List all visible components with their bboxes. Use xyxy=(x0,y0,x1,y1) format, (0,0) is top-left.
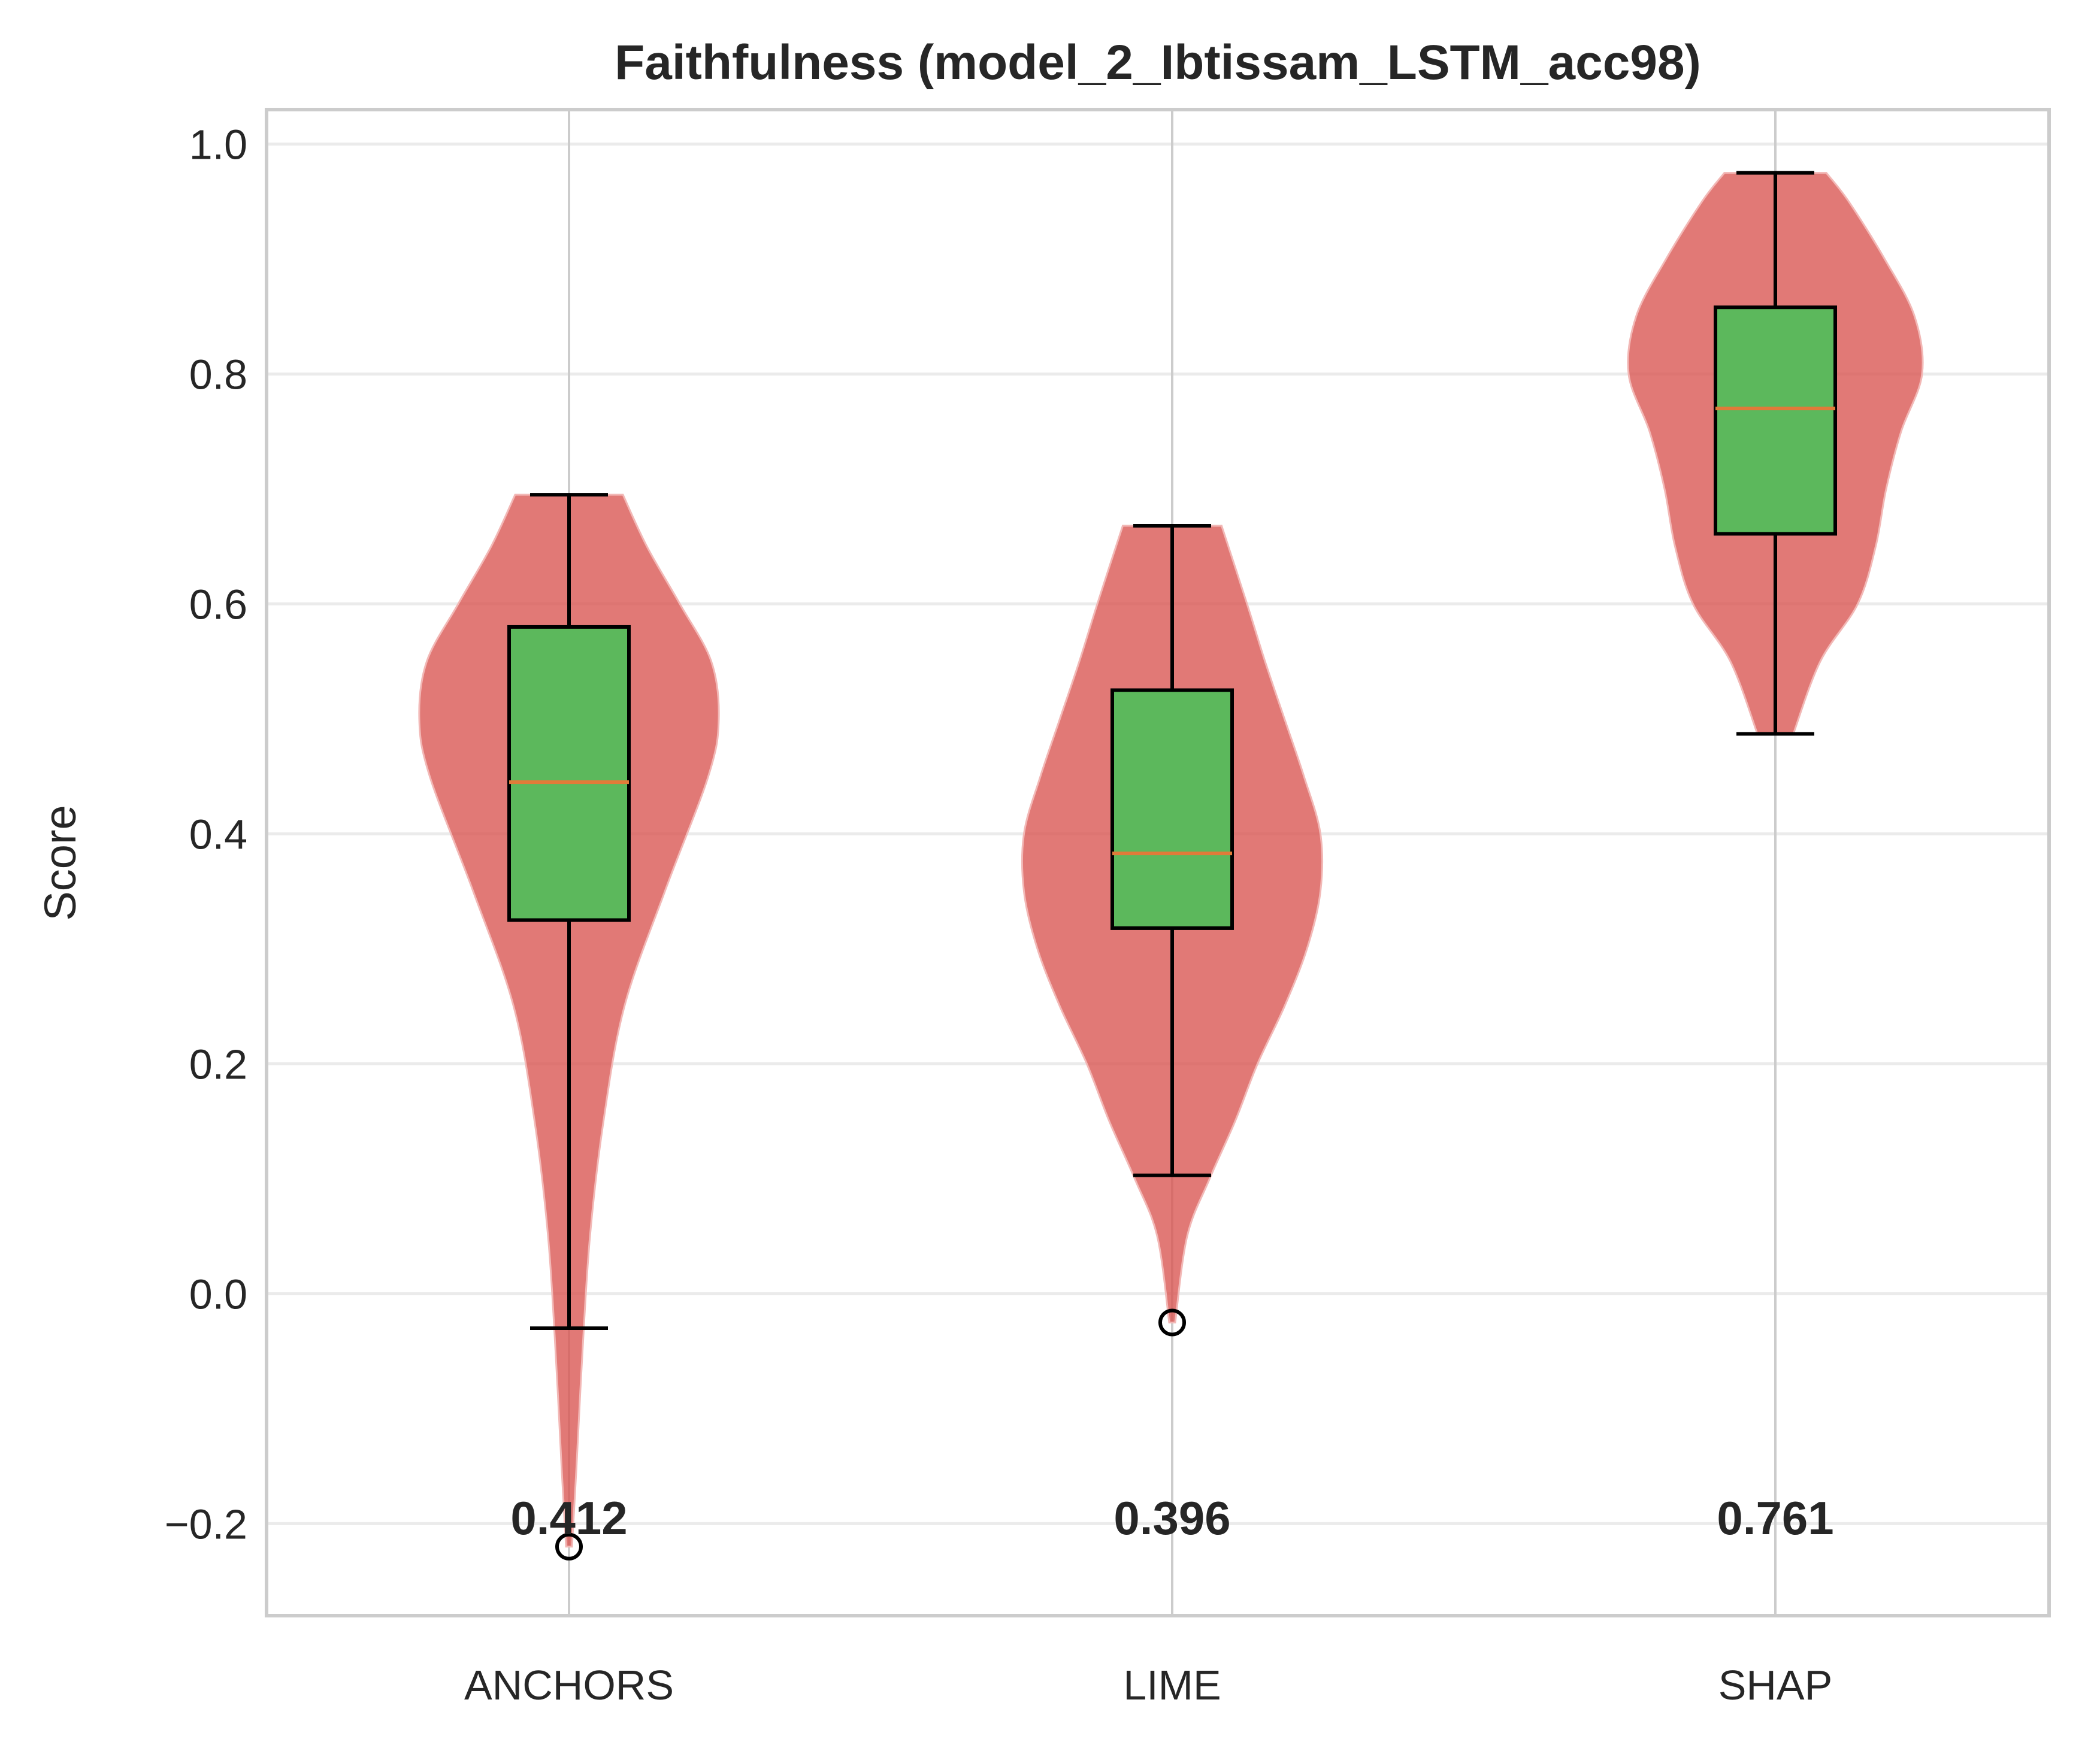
y-tick-label: 1.0 xyxy=(189,122,247,168)
mean-label: 0.412 xyxy=(510,1492,627,1544)
box-layer xyxy=(507,171,1837,1561)
mean-label: 0.396 xyxy=(1113,1492,1230,1544)
y-tick-label: 0.8 xyxy=(189,352,247,398)
iqr-box xyxy=(1714,305,1837,536)
y-tick-label: −0.2 xyxy=(165,1501,247,1547)
mean-label: 0.761 xyxy=(1717,1492,1833,1544)
y-tick-label: 0.2 xyxy=(189,1041,247,1087)
y-tick-label: 0.0 xyxy=(189,1271,247,1317)
x-tick-label: LIME xyxy=(1123,1662,1221,1708)
plot-frame xyxy=(265,108,2051,1617)
outlier-point xyxy=(1158,1308,1186,1337)
x-tick-label: ANCHORS xyxy=(464,1662,674,1708)
y-tick-label: 0.6 xyxy=(189,581,247,628)
outlier-point xyxy=(555,1532,583,1561)
y-tick-label: 0.4 xyxy=(189,811,247,858)
chart-title: Faithfulness (model_2_Ibtissam_LSTM_acc9… xyxy=(615,35,1701,90)
y-axis-label: Score xyxy=(35,805,85,920)
x-tick-label: SHAP xyxy=(1718,1662,1833,1708)
iqr-box xyxy=(507,625,631,922)
iqr-box xyxy=(1110,688,1234,930)
label-layer: −0.2 0.0 0.2 0.4 0.6 0.8 1.0 ANCHORS LIME SHAP 0.4… xyxy=(165,122,1834,1708)
